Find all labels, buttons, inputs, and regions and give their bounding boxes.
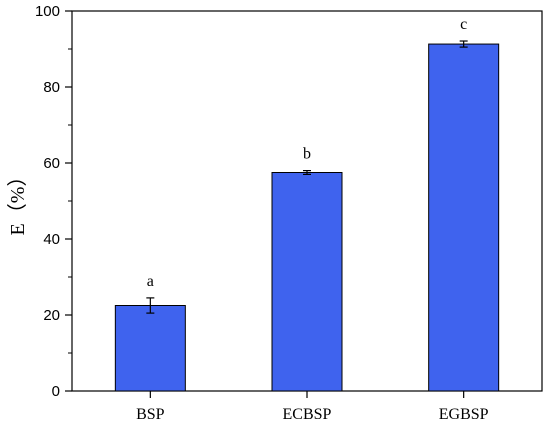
y-tick-label: 0: [52, 383, 60, 400]
x-tick-label: EGBSP: [439, 406, 489, 423]
y-tick-label: 40: [43, 231, 60, 248]
significance-label: a: [147, 273, 154, 290]
bar-egbsp: [428, 43, 500, 392]
y-tick-label: 20: [43, 307, 60, 324]
y-tick-label: 80: [43, 79, 60, 96]
bars: [114, 43, 500, 392]
bar-bsp: [114, 305, 186, 392]
y-tick-label: 100: [35, 3, 60, 20]
x-tick-label: BSP: [136, 406, 165, 423]
y-axis-title: E（%）: [6, 167, 29, 236]
significance-label: b: [303, 146, 311, 163]
x-tick-label: ECBSP: [283, 406, 332, 423]
y-tick-label: 60: [43, 155, 60, 172]
labels: 0 20 40 60 80 100 BSP a ECBSP b EGBSP c: [35, 3, 489, 423]
error-bars: [146, 40, 468, 314]
bar-ecbsp: [271, 172, 343, 392]
significance-label: c: [460, 16, 467, 33]
